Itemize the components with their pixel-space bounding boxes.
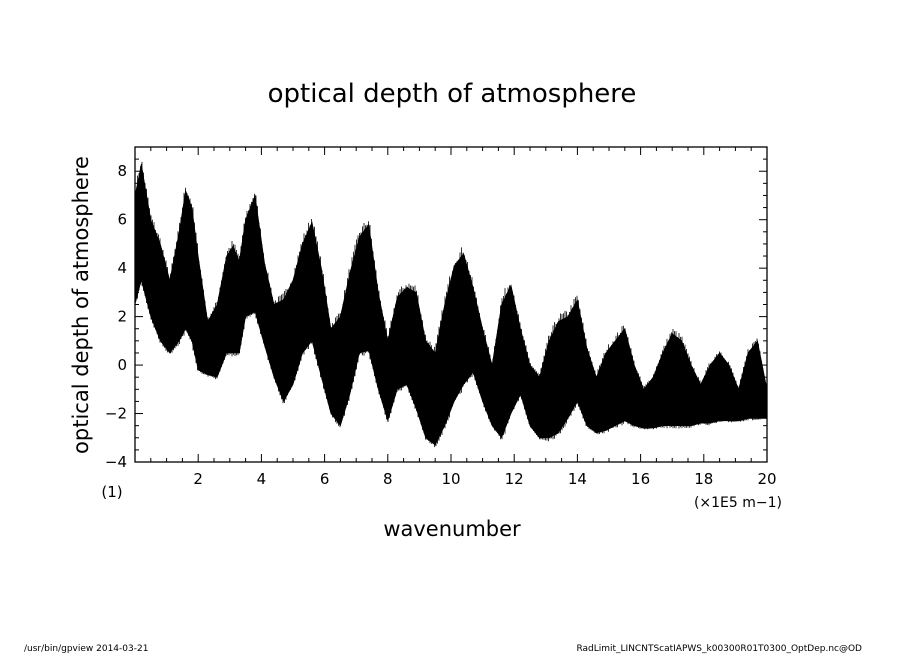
x-tick-label: 8: [383, 470, 393, 488]
y-tick-label: 2: [117, 308, 127, 326]
series-fine-structure: [135, 161, 767, 448]
plot-area: 2 4 6 8 10 12 14 16 18 20 −4 −2 0 2 4 6 8: [105, 146, 777, 488]
x-tick-label: 4: [257, 470, 267, 488]
x-axis: 2 4 6 8 10 12 14 16 18 20: [134, 147, 777, 488]
x-tick-label: 20: [757, 470, 776, 488]
x-tick-label: 6: [320, 470, 330, 488]
y-tick-label: 6: [117, 211, 127, 229]
y-tick-label: −4: [105, 453, 127, 471]
y-tick-label: −2: [105, 405, 127, 423]
chart-title: optical depth of atmosphere: [268, 79, 637, 109]
x-scale-note: (1): [101, 483, 122, 501]
y-tick-label: 4: [117, 259, 127, 277]
x-tick-label: 10: [441, 470, 460, 488]
x-tick-label: 14: [568, 470, 587, 488]
y-tick-label: 0: [117, 356, 127, 374]
y-axis-label: optical depth of atmosphere: [69, 156, 93, 454]
x-tick-label: 12: [505, 470, 524, 488]
footer-left: /usr/bin/gpview 2014-03-21: [24, 644, 148, 654]
footer-right: RadLimit_LINCNTScatIAPWS_k00300R01T0300_…: [576, 644, 862, 654]
y-axis: −4 −2 0 2 4 6 8: [105, 146, 767, 471]
x-tick-label: 2: [193, 470, 203, 488]
x-tick-label: 18: [694, 470, 713, 488]
series-spikes: [135, 161, 767, 448]
y-tick-label: 8: [117, 162, 127, 180]
x-unit-label: (×1E5 m−1): [694, 495, 782, 511]
x-axis-label: wavenumber: [383, 517, 521, 541]
x-tick-label: 16: [631, 470, 650, 488]
